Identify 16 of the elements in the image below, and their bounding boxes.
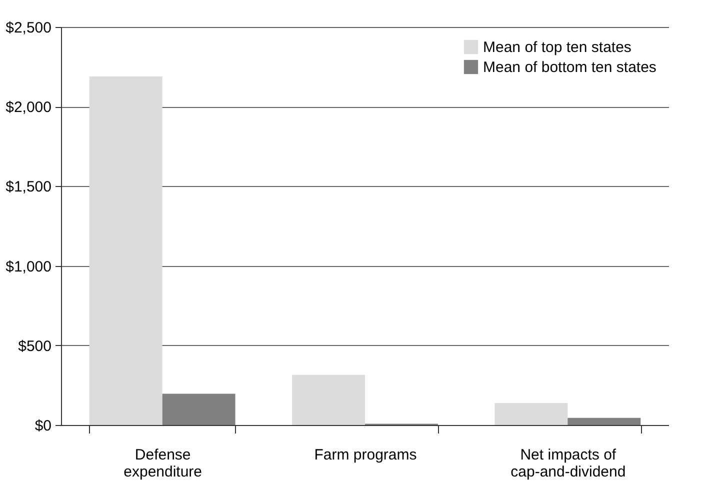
bar [292,374,365,425]
y-tick-label: $2,000 [6,99,52,116]
y-tick-label: $500 [18,338,52,355]
x-tick-label: Net impacts of cap-and-dividend [510,446,626,480]
y-tick-label: $1,500 [6,178,52,196]
bar [162,394,236,425]
bar [89,76,162,425]
x-tick-label: Farm programs [314,446,417,464]
x-tick-label: Defense expenditure [124,446,202,480]
bar [494,403,568,425]
y-tick-label: $1,000 [6,258,52,276]
legend-label: Mean of top ten states [483,39,632,56]
legend-label: Mean of bottom ten states [483,59,656,76]
y-tick-label: $0 [34,418,52,434]
y-tick-label: $2,500 [6,20,52,36]
bar [568,418,641,425]
